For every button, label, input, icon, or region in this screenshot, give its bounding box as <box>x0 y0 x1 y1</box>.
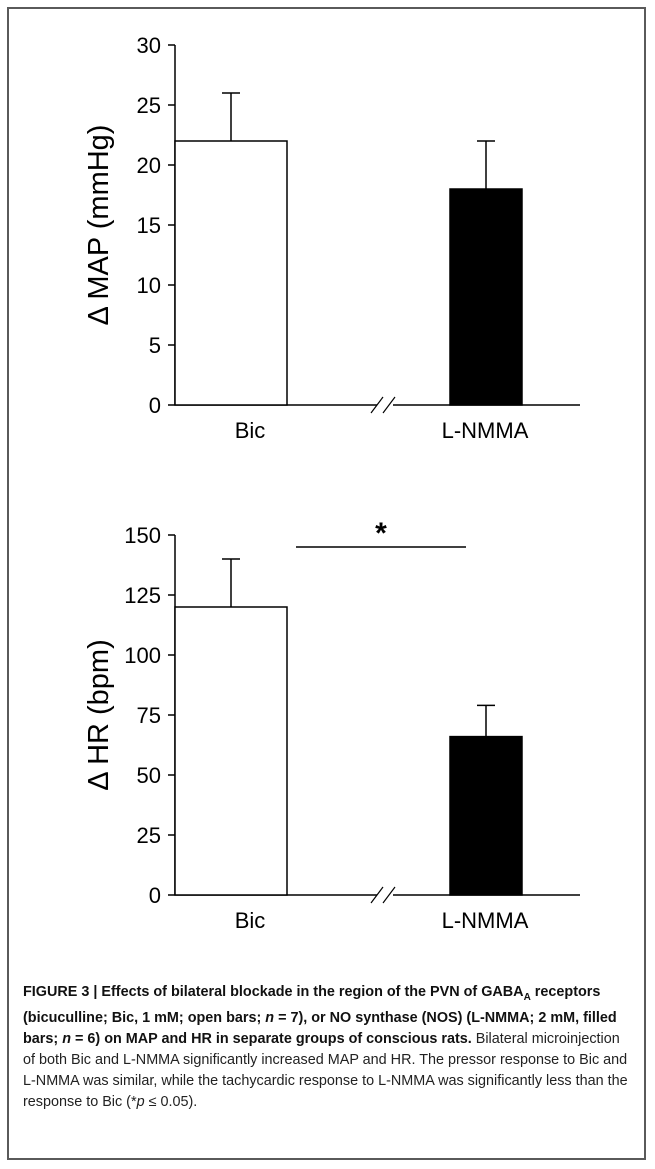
caption-bold-mid: = 7), or NO synthase (NOS) (L-NMMA; 2 mM… <box>23 1009 617 1047</box>
y-tick-label: 50 <box>137 763 161 788</box>
caption-body-end: ≤ 0.05). <box>144 1093 198 1110</box>
x-tick-label: L-NMMA <box>442 418 529 443</box>
y-tick-label: 100 <box>124 643 161 668</box>
axis-break-mark <box>370 886 384 904</box>
axis-break-mark <box>382 886 396 904</box>
y-tick-label: 10 <box>137 273 161 298</box>
axis-break-mark <box>382 396 396 414</box>
caption-body: Bilateral microinjection of both Bic and… <box>23 1030 628 1110</box>
hr-bar-chart: 0 25 50 75 100 125 150 Δ HR (bpm) Bic L-NMMA * <box>83 517 580 933</box>
axis-break-mark <box>370 396 384 414</box>
bar-bic <box>174 606 288 896</box>
caption-n2: n <box>62 1030 71 1047</box>
y-tick-label: 25 <box>137 93 161 118</box>
y-tick-label: 15 <box>137 213 161 238</box>
y-tick-label: 20 <box>137 153 161 178</box>
caption-n1: n <box>265 1009 275 1026</box>
figure-caption: FIGURE 3 | Effects of bilateral blockade… <box>23 982 633 1113</box>
y-tick-label: 5 <box>149 333 161 358</box>
caption-bold-end: = 6) on MAP and HR in separate groups of… <box>71 1030 472 1047</box>
bar-bic <box>174 140 288 406</box>
y-tick-label: 150 <box>124 523 161 548</box>
bar-l-nmma <box>449 188 523 406</box>
x-tick-label: Bic <box>235 908 266 933</box>
y-tick-label: 125 <box>124 583 161 608</box>
x-tick-label: Bic <box>235 418 266 443</box>
caption-bold-sub: A <box>523 991 531 1003</box>
y-tick-label: 0 <box>149 883 161 908</box>
x-tick-label: L-NMMA <box>442 908 529 933</box>
y-tick-label: 75 <box>137 703 161 728</box>
y-tick-label: 0 <box>149 393 161 418</box>
y-tick-label: 25 <box>137 823 161 848</box>
caption-bold-lead: FIGURE 3 | Effects of bilateral blockade… <box>23 984 524 1000</box>
caption-bold-pre: receptors (bicuculline; Bic, 1 mM; open … <box>23 984 601 1026</box>
caption-p: p <box>136 1093 145 1110</box>
bar-l-nmma <box>449 735 523 896</box>
y-axis-label: Δ HR (bpm) <box>83 639 115 791</box>
y-tick-label: 30 <box>137 33 161 58</box>
y-axis-label: Δ MAP (mmHg) <box>83 125 115 326</box>
figure-frame <box>7 7 646 1160</box>
significance-star: * <box>375 517 387 550</box>
map-bar-chart: 0 5 10 15 20 25 30 Δ MAP (mmHg) Bic L-NMMA <box>83 33 580 443</box>
